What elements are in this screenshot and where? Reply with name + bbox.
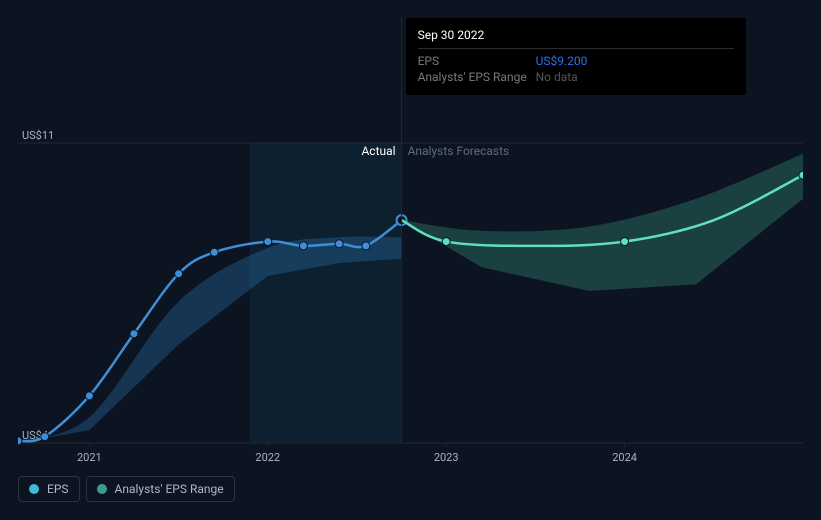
tooltip-label-eps: EPS [418, 54, 536, 68]
svg-text:2023: 2023 [434, 451, 459, 464]
svg-text:US$11: US$11 [22, 129, 54, 142]
legend-swatch-range [97, 484, 107, 494]
svg-text:Actual: Actual [361, 144, 395, 158]
eps-chart[interactable]: US$11US$4ActualAnalysts Forecasts2021202… [18, 18, 803, 468]
svg-text:2021: 2021 [77, 451, 102, 464]
tooltip-value-eps: US$9.200 [536, 54, 588, 68]
chart-legend: EPS Analysts' EPS Range [18, 476, 235, 502]
tooltip-row-range: Analysts' EPS Range No data [418, 69, 734, 85]
tooltip-label-range: Analysts' EPS Range [418, 70, 536, 84]
tooltip-value-range: No data [536, 70, 578, 84]
chart-tooltip: Sep 30 2022 EPS US$9.200 Analysts' EPS R… [406, 18, 746, 95]
legend-item-eps[interactable]: EPS [18, 476, 80, 502]
svg-text:Analysts Forecasts: Analysts Forecasts [408, 144, 510, 158]
svg-text:2022: 2022 [255, 451, 280, 464]
tooltip-title: Sep 30 2022 [418, 28, 734, 49]
svg-text:2024: 2024 [612, 451, 637, 464]
tooltip-row-eps: EPS US$9.200 [418, 53, 734, 69]
legend-label-range: Analysts' EPS Range [115, 482, 224, 496]
legend-swatch-eps [29, 484, 39, 494]
legend-label-eps: EPS [47, 482, 69, 496]
legend-item-range[interactable]: Analysts' EPS Range [86, 476, 235, 502]
